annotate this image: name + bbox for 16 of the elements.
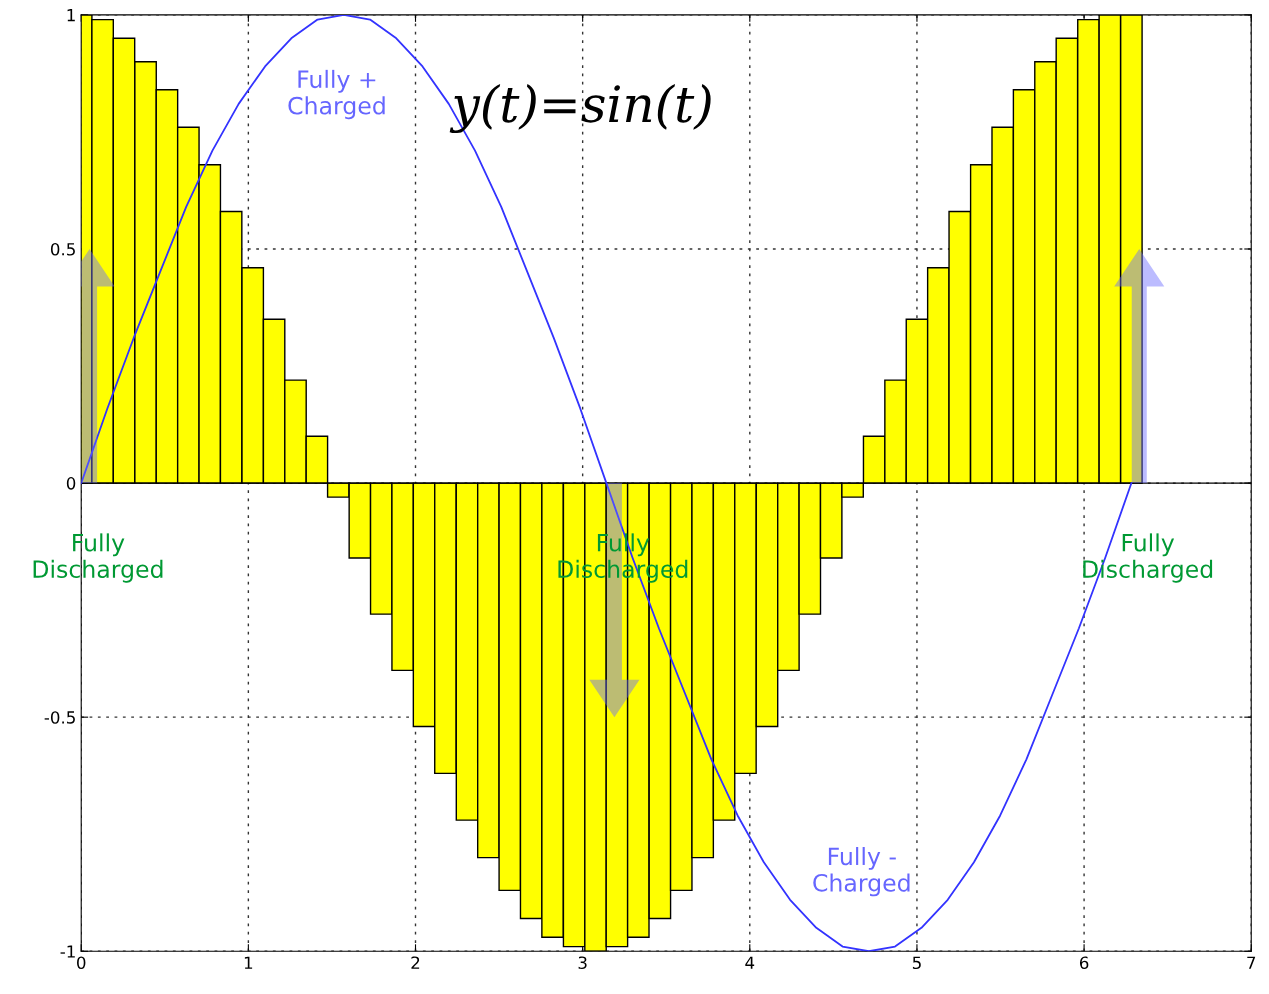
x-tick-label: 7 (1247, 956, 1256, 969)
annotation: Fully - Charged (813, 847, 910, 897)
y-tick-label: -1 (60, 945, 75, 958)
x-tick-label: 1 (244, 956, 253, 969)
y-tick-label: 0 (66, 477, 76, 490)
x-tick-label: 4 (745, 956, 755, 969)
x-tick-label: 0 (77, 956, 86, 970)
x-tick-label: 5 (912, 956, 921, 970)
y-tick-label: -0.5 (44, 711, 75, 724)
x-tick-label: 3 (578, 956, 587, 970)
y-tick-label: 1 (67, 9, 75, 22)
annotation: Fully + Charged (288, 69, 385, 120)
y-tick-label: 0.5 (50, 242, 75, 256)
x-tick-label: 2 (411, 956, 420, 969)
annotation: y(t)=sin(t) (449, 83, 711, 134)
x-tick-label: 6 (1079, 956, 1089, 970)
